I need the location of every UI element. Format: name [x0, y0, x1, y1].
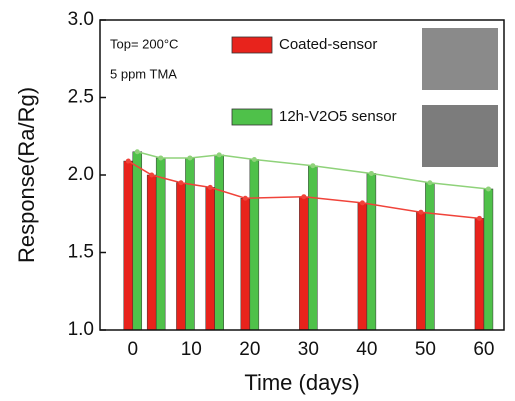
bar [299, 196, 309, 331]
marker [178, 180, 184, 186]
bar [357, 202, 368, 331]
x-tick-label: 50 [415, 339, 436, 360]
marker [149, 172, 155, 178]
marker [125, 158, 131, 164]
marker [368, 170, 374, 176]
y-tick-label: 1.0 [68, 319, 94, 340]
plot-frame [99, 19, 505, 331]
bar [366, 173, 377, 331]
marker [158, 155, 164, 161]
marker [485, 186, 491, 192]
y-tick-label: 3.0 [68, 9, 94, 30]
marker [476, 215, 482, 221]
y-tick-label: 2.5 [68, 87, 94, 108]
sem-inset [422, 105, 498, 167]
bar [176, 182, 186, 331]
sem-inset [422, 28, 498, 90]
marker [134, 149, 140, 155]
x-tick-label: 30 [298, 339, 319, 360]
bar [214, 154, 224, 331]
legend-swatch [231, 108, 273, 126]
bar [146, 174, 157, 331]
x-tick-label: 20 [239, 339, 260, 360]
marker [301, 194, 307, 200]
x-tick-label: 40 [356, 339, 377, 360]
legend-label: 12h-V2O5 sensor [279, 108, 397, 125]
bar [205, 187, 215, 331]
bar [240, 198, 251, 331]
bar [474, 218, 485, 331]
marker [207, 184, 213, 190]
bar [249, 159, 260, 331]
marker [310, 163, 316, 169]
y-tick-label: 1.5 [68, 242, 94, 263]
x-axis-title: Time (days) [244, 370, 359, 395]
bar [123, 160, 134, 331]
marker [216, 152, 222, 158]
legend-label: Coated-sensor [279, 36, 377, 53]
marker [418, 209, 424, 215]
bar [155, 157, 166, 331]
marker [242, 195, 248, 201]
x-tick-label: 10 [181, 339, 202, 360]
marker [187, 155, 193, 161]
annotation: 5 ppm TMA [110, 66, 177, 81]
marker [251, 157, 257, 162]
y-axis-title: Response(Ra/Rg) [14, 87, 39, 263]
annotation: Top= 200°C [110, 36, 178, 51]
legend-swatch [231, 36, 273, 54]
bar [425, 182, 435, 331]
bar [416, 211, 426, 331]
x-tick-label: 0 [127, 339, 138, 360]
marker [359, 200, 365, 206]
bar [483, 188, 494, 331]
y-tick-label: 2.0 [68, 164, 94, 185]
bar [308, 165, 318, 331]
marker [427, 180, 433, 186]
x-tick-label: 60 [473, 339, 494, 360]
bar [132, 151, 143, 331]
